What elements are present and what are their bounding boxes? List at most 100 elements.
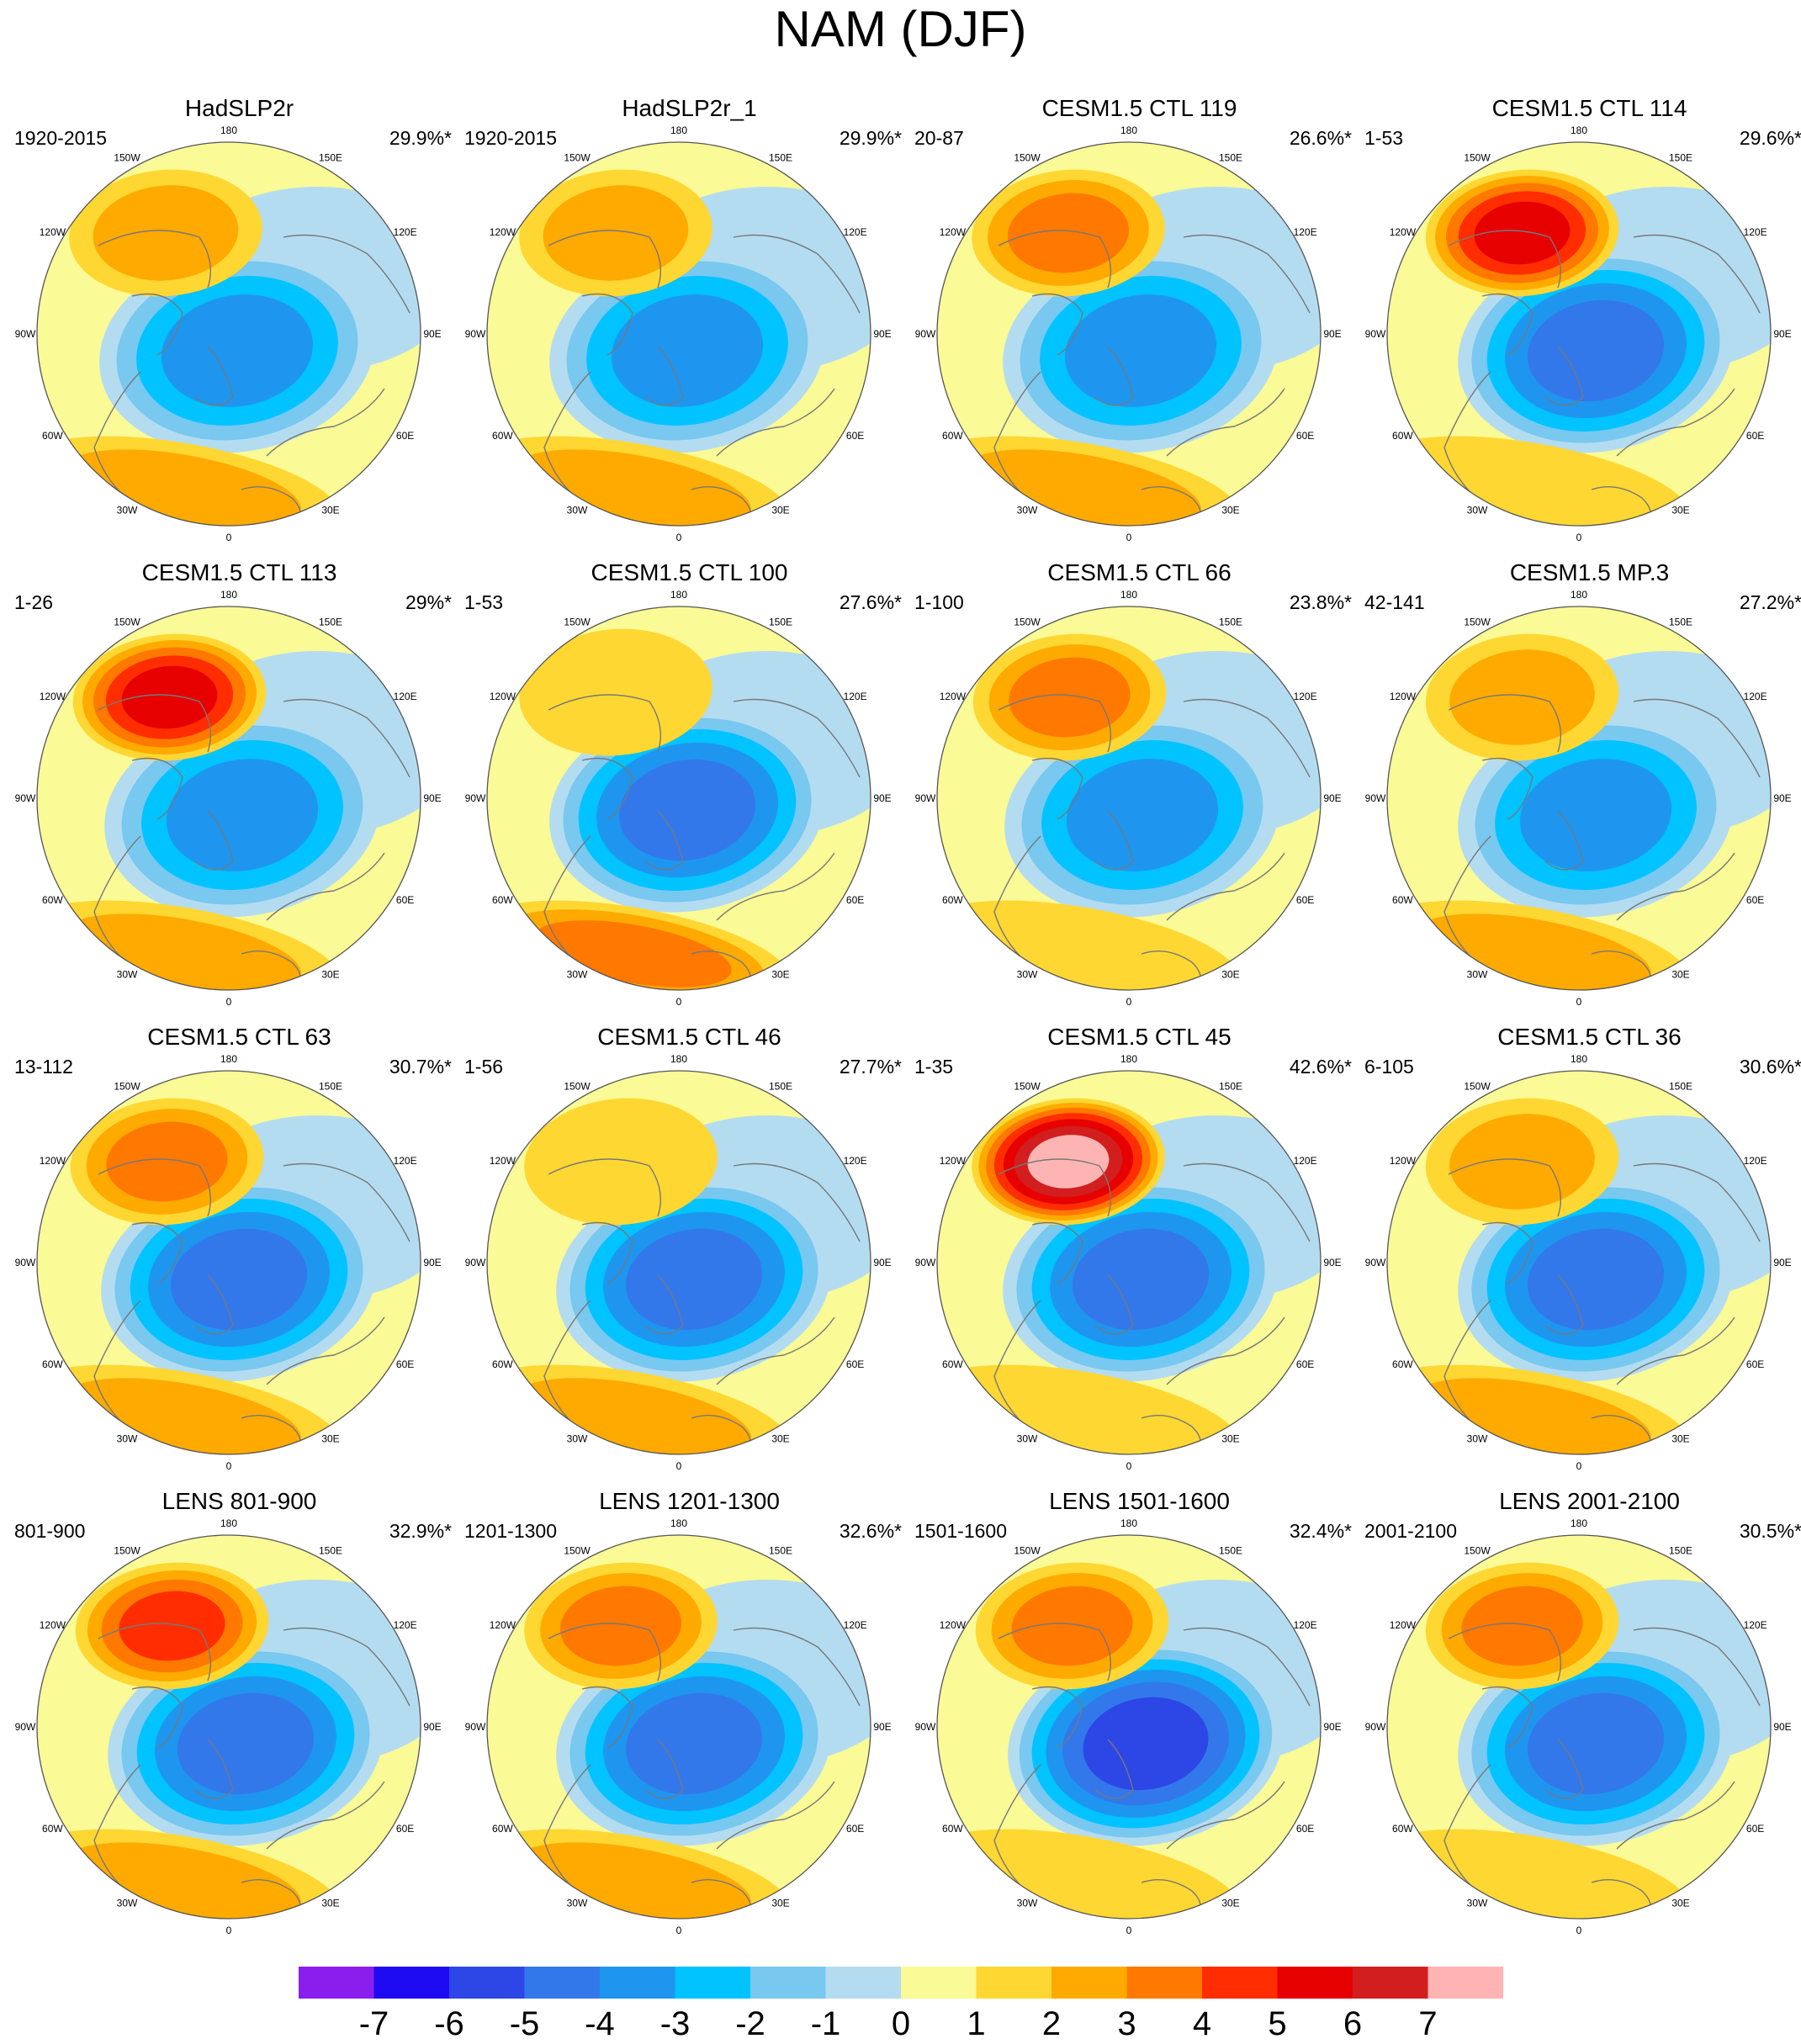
- longitude-label: 30W: [117, 1898, 138, 1909]
- polar-map: 180 150E 120E 90E 60E 30E 0 30W 60W 90W 120W 150W: [915, 589, 1342, 1008]
- colorbar-tick-label: -3: [659, 2005, 691, 2042]
- polar-map: 180 150E 120E 90E 60E 30E 0 30W 60W 90W 120W 150W: [1365, 589, 1792, 1008]
- panel-period: 1-53: [464, 591, 504, 613]
- panel-period: 20-87: [914, 127, 964, 149]
- longitude-label: 90W: [1365, 792, 1386, 804]
- longitude-label: 30W: [117, 1433, 138, 1445]
- longitude-label: 30E: [771, 505, 789, 516]
- longitude-label: 30W: [567, 1898, 588, 1909]
- longitude-label: 0: [1126, 996, 1132, 1008]
- longitude-label: 0: [1576, 532, 1582, 543]
- longitude-label: 90E: [423, 792, 441, 804]
- longitude-label: 120E: [394, 1155, 417, 1167]
- polar-map: 180 150E 120E 90E 60E 30E 0 30W 60W 90W 120W 150W: [915, 124, 1342, 543]
- longitude-label: 150W: [1464, 1544, 1491, 1556]
- longitude-label: 180: [670, 589, 687, 601]
- longitude-label: 150W: [114, 1080, 140, 1092]
- panel-variance: 30.6%*: [1739, 1056, 1801, 1078]
- longitude-label: 30E: [1221, 1898, 1239, 1909]
- map-panel: 180 150E 120E 90E 60E 30E 0 30W 60W 90W 120W 150W LE…: [1364, 1487, 1801, 1951]
- longitude-label: 30E: [321, 1433, 339, 1445]
- longitude-label: 0: [1576, 1460, 1582, 1472]
- longitude-label: 180: [1571, 1517, 1587, 1529]
- longitude-label: 30W: [1467, 505, 1488, 516]
- longitude-label: 90W: [465, 792, 486, 804]
- longitude-label: 180: [220, 1517, 237, 1529]
- longitude-label: 30E: [1221, 1433, 1239, 1445]
- longitude-label: 0: [1576, 1925, 1582, 1936]
- longitude-label: 90W: [15, 1257, 36, 1268]
- longitude-label: 60W: [942, 894, 963, 906]
- longitude-label: 30E: [771, 1433, 789, 1445]
- longitude-label: 60E: [396, 1358, 414, 1370]
- map-panel: 180 150E 120E 90E 60E 30E 0 30W 60W 90W 120W 150W CE…: [914, 1023, 1364, 1487]
- map-panel: 180 150E 120E 90E 60E 30E 0 30W 60W 90W 120W 150W LE…: [914, 1487, 1364, 1951]
- longitude-label: 60E: [396, 430, 414, 442]
- longitude-label: 180: [670, 1517, 687, 1529]
- longitude-label: 120W: [1390, 1619, 1417, 1631]
- longitude-label: 150W: [564, 616, 591, 627]
- longitude-label: 150W: [114, 1544, 140, 1556]
- longitude-label: 60W: [942, 430, 963, 442]
- colorbar-tick-label: 7: [1418, 2005, 1438, 2042]
- colorbar-tick-label: -5: [509, 2005, 540, 2042]
- longitude-label: 90W: [465, 1257, 486, 1268]
- colorbar-tick-label: -4: [585, 2005, 615, 2042]
- longitude-label: 120W: [1390, 691, 1417, 702]
- colorbar-tick-label: -7: [358, 2005, 389, 2042]
- colorbar-box: [901, 1967, 977, 1999]
- longitude-label: 150E: [1669, 1544, 1692, 1556]
- map-panel: 180 150E 120E 90E 60E 30E 0 30W 60W 90W 120W 150W LE…: [464, 1487, 914, 1951]
- longitude-label: 150W: [1014, 616, 1041, 627]
- longitude-label: 30E: [771, 1898, 789, 1909]
- longitude-label: 120E: [844, 226, 867, 238]
- colorbar-box: [600, 1967, 675, 1999]
- longitude-label: 120W: [40, 1619, 66, 1631]
- longitude-label: 30W: [1017, 505, 1038, 516]
- longitude-label: 60W: [42, 1823, 63, 1835]
- longitude-label: 30W: [567, 505, 588, 516]
- longitude-label: 90W: [1365, 328, 1386, 340]
- longitude-label: 120W: [490, 691, 516, 702]
- longitude-label: 150W: [1464, 616, 1491, 627]
- longitude-label: 90W: [15, 792, 36, 804]
- panel-title: CESM1.5 MP.3: [1509, 559, 1670, 585]
- colorbar-tick-label: 3: [1117, 2005, 1136, 2042]
- longitude-label: 0: [1576, 996, 1582, 1008]
- panel-period: 801-900: [14, 1520, 86, 1542]
- longitude-label: 150E: [1669, 616, 1692, 627]
- longitude-label: 150W: [1464, 151, 1491, 163]
- longitude-label: 60W: [942, 1823, 963, 1835]
- map-panel: 180 150E 120E 90E 60E 30E 0 30W 60W 90W 120W 150W CE…: [1364, 1023, 1801, 1487]
- longitude-label: 180: [670, 1053, 687, 1065]
- panel-period: 42-141: [1364, 591, 1425, 613]
- longitude-label: 150E: [1219, 616, 1242, 627]
- colorbar-box: [1202, 1967, 1278, 1999]
- longitude-label: 90W: [1365, 1257, 1386, 1268]
- panel-period: 1-35: [914, 1056, 954, 1078]
- longitude-label: 120E: [394, 226, 417, 238]
- longitude-label: 0: [1126, 1460, 1132, 1472]
- longitude-label: 30W: [1017, 969, 1038, 981]
- polar-map: 180 150E 120E 90E 60E 30E 0 30W 60W 90W 120W 150W: [465, 1053, 892, 1472]
- colorbar-box: [373, 1967, 450, 1999]
- polar-map: 180 150E 120E 90E 60E 30E 0 30W 60W 90W 120W 150W: [1365, 1517, 1792, 1936]
- colorbar-tick-label: 1: [967, 2005, 986, 2042]
- longitude-label: 150E: [319, 1080, 342, 1092]
- longitude-label: 30E: [321, 1898, 339, 1909]
- longitude-label: 150W: [1014, 1544, 1041, 1556]
- longitude-label: 90W: [465, 328, 486, 340]
- longitude-label: 120E: [1744, 1619, 1767, 1631]
- longitude-label: 0: [676, 996, 682, 1008]
- longitude-label: 60W: [42, 894, 63, 906]
- longitude-label: 180: [220, 124, 237, 136]
- longitude-label: 30E: [771, 969, 789, 981]
- panel-period: 1-56: [464, 1056, 504, 1078]
- panel-title: LENS 801-900: [162, 1488, 317, 1514]
- longitude-label: 0: [1126, 1925, 1132, 1936]
- panel-variance: 32.6%*: [839, 1520, 902, 1542]
- longitude-label: 90E: [873, 328, 891, 340]
- colorbar-box: [1051, 1967, 1127, 1999]
- polar-map: 180 150E 120E 90E 60E 30E 0 30W 60W 90W 120W 150W: [1365, 124, 1792, 543]
- panel-variance: 32.4%*: [1289, 1520, 1352, 1542]
